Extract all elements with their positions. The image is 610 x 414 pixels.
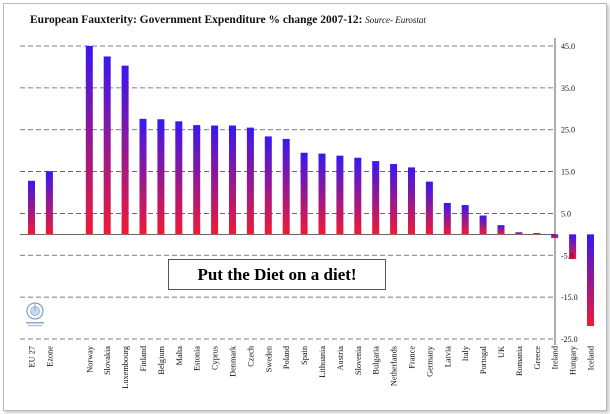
x-tick-label: UK — [497, 346, 506, 358]
bar-uk — [497, 225, 505, 235]
bar-greece — [533, 233, 541, 235]
bar-luxembourg — [121, 65, 129, 235]
bar-germany — [425, 181, 433, 235]
x-tick-label: Cyprus — [211, 346, 220, 370]
bar-spain — [300, 152, 308, 235]
x-tick-label: Estonia — [193, 346, 202, 371]
y-tick-labels: 45.0 35.0 25.0 15.0 5.0 -5.0 -15.0 -25.0 — [561, 42, 578, 344]
bar-austria — [336, 155, 344, 235]
x-tick-label: Hungary — [569, 345, 578, 375]
y-tick-label: -15.0 — [561, 293, 578, 302]
x-tick-label: Slovenia — [354, 346, 363, 375]
x-tick-label: Italy — [461, 345, 470, 361]
x-tick-label: Austria — [336, 346, 345, 371]
x-tick-label: Denmark — [229, 345, 238, 377]
x-tick-label: Iceland — [587, 345, 596, 370]
bar-eu-27 — [28, 180, 35, 235]
x-tick-label: Portugal — [479, 345, 488, 374]
y-tick-label: -5.0 — [561, 251, 574, 260]
x-tick-label: Bulgaria — [372, 346, 381, 375]
annotation-text: Put the Diet on a diet! — [197, 264, 357, 284]
bars — [28, 46, 594, 327]
bar-malta — [175, 121, 183, 235]
x-tick-label: Germany — [425, 345, 434, 377]
bar-sweden — [264, 136, 272, 235]
y-tick-label: 45.0 — [561, 42, 575, 51]
bar-belgium — [157, 119, 165, 235]
bar-hungary — [569, 234, 577, 260]
y-tick-label: 5.0 — [561, 209, 571, 218]
y-tick-label: 25.0 — [561, 126, 575, 135]
x-tick-label: Norway — [85, 345, 94, 373]
bar-latvia — [443, 202, 451, 235]
annotation-box: Put the Diet on a diet! — [168, 259, 386, 290]
x-tick-label: Malta — [175, 346, 184, 366]
x-tick-label: Finland — [139, 345, 148, 371]
x-tick-label: EU 27 — [28, 346, 37, 367]
x-tick-label: Belgium — [157, 345, 166, 374]
bar-portugal — [479, 215, 487, 235]
chart-source: Source- Eurostat — [365, 15, 426, 25]
x-tick-label: Sweden — [264, 345, 273, 372]
x-tick-labels: EU 27 Ezone Norway Slovakia Luxembourg Finlan… — [28, 345, 596, 389]
bar-italy — [461, 205, 469, 235]
chart-title-text: European Fauxterity: Government Expendit… — [30, 14, 363, 26]
bar-netherlands — [390, 164, 398, 235]
x-tick-label: Luxembourg — [121, 346, 130, 389]
bar-bulgaria — [372, 161, 380, 235]
bar-ezone — [45, 171, 53, 235]
bar-estonia — [193, 125, 201, 235]
x-tick-label: Poland — [282, 345, 291, 369]
bar-poland — [282, 138, 290, 235]
bar-romania — [515, 232, 523, 235]
bar-cyprus — [211, 125, 219, 235]
bar-slovenia — [354, 157, 362, 235]
x-tick-label: Slovakia — [103, 346, 112, 375]
bar-lithuania — [318, 153, 326, 235]
bar-finland — [139, 118, 147, 235]
x-tick-label: Lithuania — [318, 346, 327, 378]
y-tick-label: 35.0 — [561, 84, 575, 93]
bar-czech — [246, 127, 254, 235]
x-tick-label: Netherlands — [390, 346, 399, 386]
bar-norway — [85, 46, 93, 235]
x-tick-label: France — [408, 346, 417, 369]
chart-title: European Fauxterity: Government Expendit… — [30, 14, 426, 26]
bar-slovakia — [103, 56, 111, 235]
bar-denmark — [229, 125, 236, 235]
institute-logo-icon — [26, 302, 44, 327]
bar-france — [408, 167, 415, 235]
x-tick-label: Ezone — [45, 346, 54, 367]
bar-ireland — [551, 234, 559, 239]
x-tick-label: Spain — [300, 345, 309, 365]
x-tick-label: Latvia — [443, 346, 452, 368]
x-tick-label: Ireland — [551, 345, 560, 369]
x-tick-label: Greece — [533, 346, 542, 370]
x-tick-label: Czech — [246, 345, 255, 367]
y-tick-label: -25.0 — [561, 335, 578, 344]
y-tick-label: 15.0 — [561, 168, 575, 177]
bar-iceland — [587, 234, 594, 327]
x-tick-label: Romania — [515, 346, 524, 376]
